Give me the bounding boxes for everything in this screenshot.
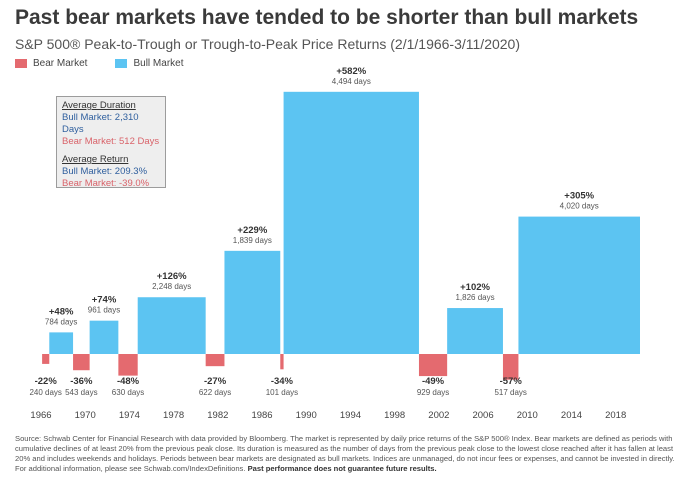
bull-bar — [49, 332, 74, 354]
averages-box: Average Duration Bull Market: 2,310 Days… — [56, 96, 166, 189]
bear-return-label: -57% — [500, 376, 523, 387]
bear-days-label: 543 days — [65, 388, 97, 397]
bull-return-label: +74% — [92, 295, 117, 306]
bull-days-label: 4,494 days — [332, 77, 371, 86]
bear-days-label: 517 days — [494, 388, 526, 397]
x-tick-label: 1998 — [384, 410, 405, 421]
source-text: Source: Schwab Center for Financial Rese… — [15, 434, 675, 473]
bull-return-label: +582% — [336, 66, 366, 77]
x-tick-label: 2002 — [428, 410, 449, 421]
bear-days-label: 929 days — [417, 388, 449, 397]
bull-days-label: 4,020 days — [560, 202, 599, 211]
bull-return-label: +229% — [237, 225, 267, 236]
legend-bull-label: Bull Market — [133, 58, 184, 69]
x-tick-label: 1978 — [163, 410, 184, 421]
bull-bar — [447, 308, 503, 354]
bull-return-label: +102% — [460, 282, 490, 293]
bull-days-label: 1,826 days — [455, 293, 494, 302]
avg-bull-return: Bull Market: 209.3% — [62, 166, 148, 177]
bear-bar — [118, 354, 138, 376]
bear-return-label: -22% — [35, 376, 58, 387]
bear-return-label: -27% — [204, 376, 227, 387]
legend-bear-swatch — [15, 59, 27, 68]
x-tick-label: 1994 — [340, 410, 361, 421]
x-tick-label: 2010 — [517, 410, 538, 421]
bear-days-label: 630 days — [112, 388, 144, 397]
avg-bull-duration: Bull Market: 2,310 Days — [62, 112, 139, 135]
legend-bear-label: Bear Market — [33, 58, 88, 69]
bear-bar — [280, 354, 284, 370]
bear-days-label: 622 days — [199, 388, 231, 397]
source-note: Source: Schwab Center for Financial Rese… — [15, 434, 683, 474]
bear-return-label: -34% — [271, 376, 294, 387]
bear-bar — [73, 354, 90, 371]
chart-title: Past bear markets have tended to be shor… — [15, 6, 639, 29]
bull-days-label: 784 days — [45, 317, 77, 326]
bear-return-label: -36% — [70, 376, 93, 387]
x-tick-label: 2018 — [605, 410, 626, 421]
bull-return-label: +48% — [49, 306, 74, 317]
source-disclaimer: Past performance does not guarantee futu… — [247, 464, 437, 473]
legend-bull-swatch — [115, 59, 128, 68]
bull-days-label: 2,248 days — [152, 282, 191, 291]
chart-subtitle: S&P 500® Peak-to-Trough or Trough-to-Pea… — [15, 36, 520, 52]
x-tick-label: 2006 — [472, 410, 493, 421]
bull-bar — [283, 91, 419, 355]
bull-return-label: +126% — [157, 271, 187, 282]
avg-return-heading: Average Return — [62, 154, 129, 165]
bear-return-label: -49% — [422, 376, 445, 387]
avg-duration-heading: Average Duration — [62, 100, 136, 111]
x-tick-label: 1990 — [296, 410, 317, 421]
bear-days-label: 240 days — [29, 388, 61, 397]
bull-bar — [518, 216, 640, 354]
bull-return-label: +305% — [564, 191, 594, 202]
bear-bar — [205, 354, 225, 367]
bear-bar — [502, 354, 519, 380]
x-tick-label: 2014 — [561, 410, 582, 421]
bear-bar — [418, 354, 448, 377]
bear-return-label: -48% — [117, 376, 140, 387]
bear-bar — [42, 354, 50, 364]
bull-days-label: 961 days — [88, 306, 120, 315]
bear-days-label: 101 days — [266, 388, 298, 397]
bull-bar — [137, 297, 206, 354]
bull-bar — [89, 320, 119, 354]
x-tick-label: 1970 — [75, 410, 96, 421]
avg-bear-return: Bear Market: -39.0% — [62, 178, 150, 189]
x-tick-label: 1986 — [251, 410, 272, 421]
avg-bear-duration: Bear Market: 512 Days — [62, 136, 160, 147]
x-tick-label: 1966 — [30, 410, 51, 421]
bull-bar — [224, 250, 281, 354]
legend: Bear Market Bull Market — [15, 58, 183, 69]
bull-days-label: 1,839 days — [233, 236, 272, 245]
x-tick-label: 1974 — [119, 410, 140, 421]
x-tick-label: 1982 — [207, 410, 228, 421]
